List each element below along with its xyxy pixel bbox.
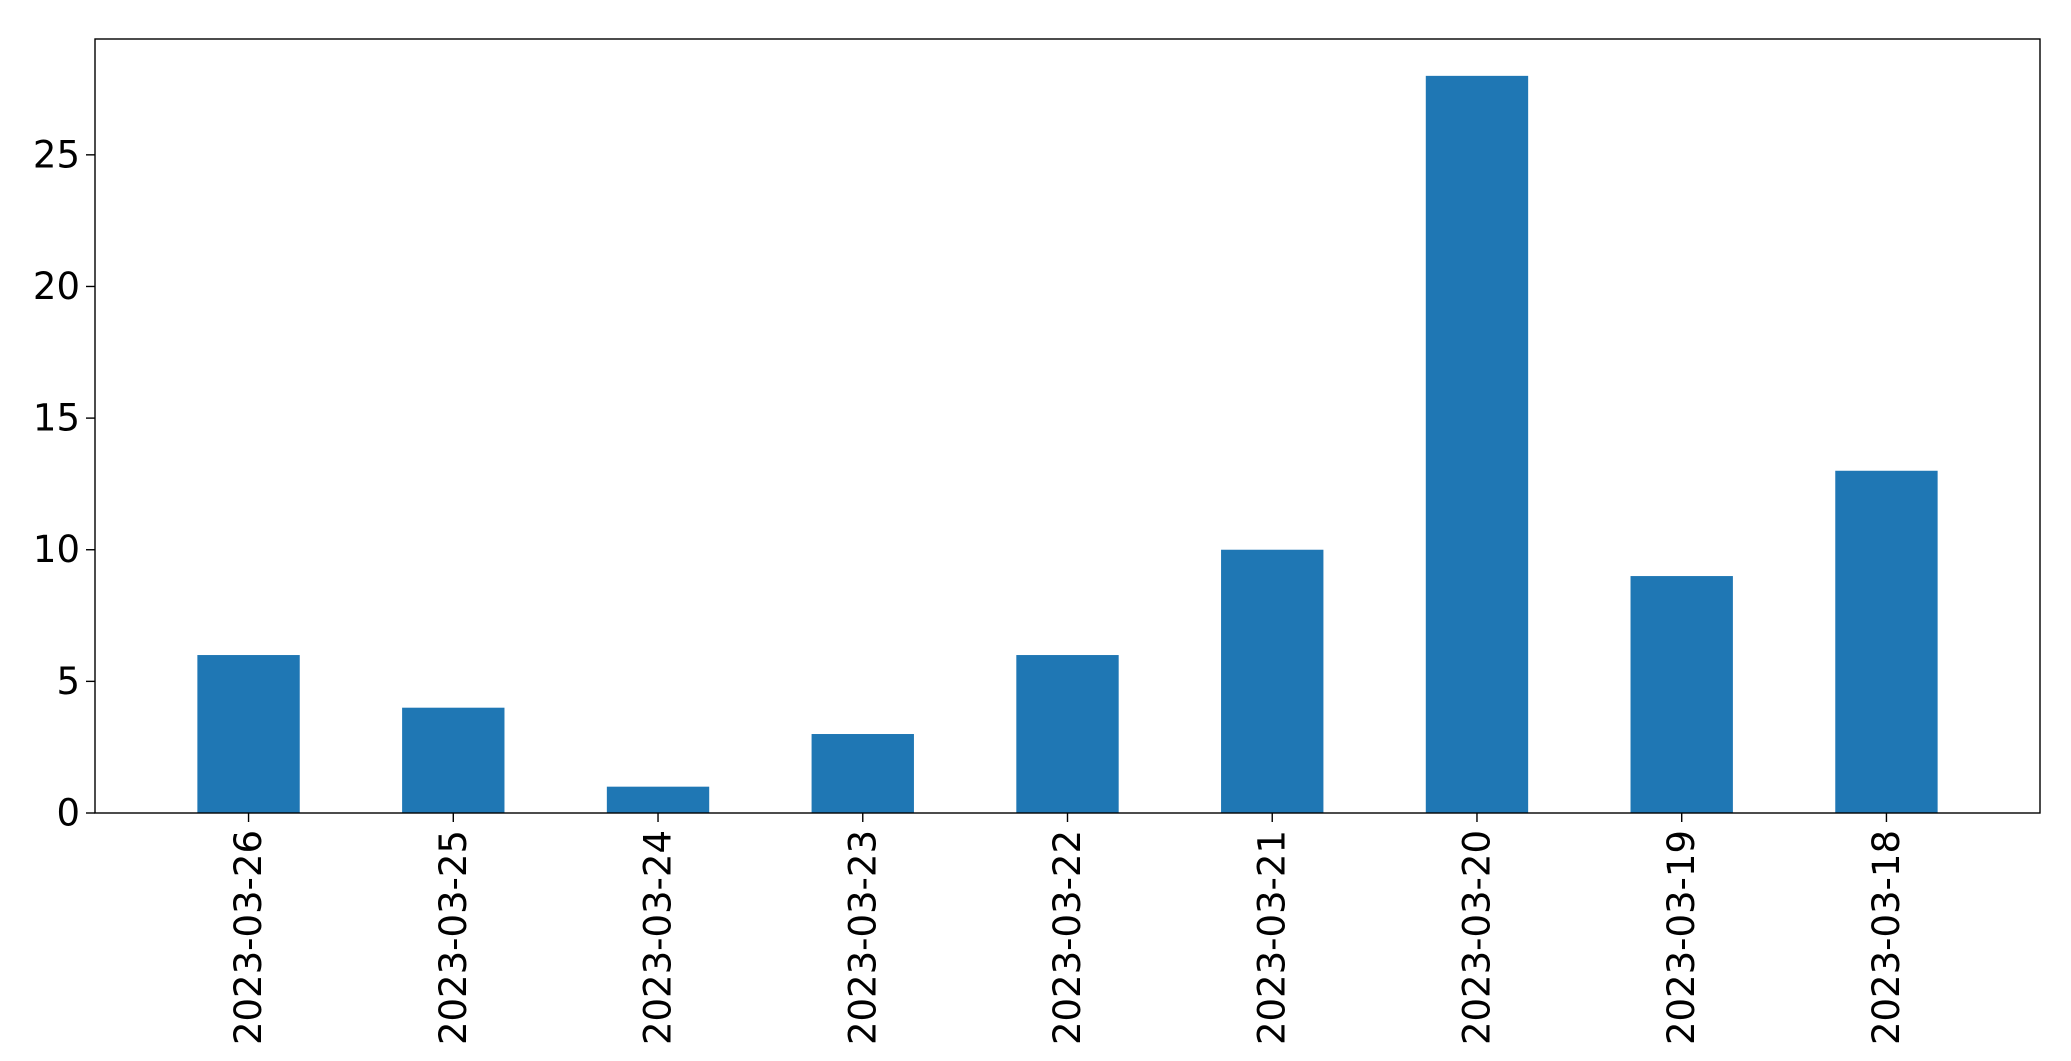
bar-2023-03-22 (1016, 655, 1119, 813)
x-tick-label-2023-03-21: 2023-03-21 (1251, 830, 1294, 1045)
bar-2023-03-26 (197, 655, 300, 813)
bar-2023-03-18 (1835, 470, 1938, 813)
bar-2023-03-24 (606, 786, 710, 813)
x-tick-label-2023-03-18: 2023-03-18 (1865, 830, 1908, 1045)
bar-2023-03-25 (402, 707, 505, 813)
y-axis: 0 5 10 15 20 25 (33, 133, 95, 835)
x-tick-label-2023-03-26: 2023-03-26 (227, 830, 270, 1045)
y-tick-label-20: 20 (33, 265, 80, 308)
x-tick-label-2023-03-25: 2023-03-25 (432, 830, 475, 1045)
bar-2023-03-23 (811, 734, 914, 813)
x-tick-label-2023-03-22: 2023-03-22 (1046, 830, 1089, 1045)
x-tick-label-2023-03-24: 2023-03-24 (637, 830, 680, 1045)
bars-group (197, 75, 1938, 814)
y-tick-label-5: 5 (56, 660, 80, 703)
x-tick-label-2023-03-20: 2023-03-20 (1455, 830, 1498, 1045)
x-axis: 2023-03-26 2023-03-25 2023-03-24 2023-03-23… (227, 813, 1908, 1045)
y-tick-label-15: 15 (33, 397, 80, 440)
y-tick-label-10: 10 (33, 528, 80, 571)
bar-2023-03-21 (1221, 549, 1324, 813)
bar-2023-03-20 (1425, 75, 1529, 814)
x-tick-label-2023-03-23: 2023-03-23 (841, 830, 884, 1045)
bar-2023-03-19 (1630, 576, 1733, 813)
plot-frame (94, 38, 2041, 814)
y-tick-label-25: 25 (33, 133, 80, 176)
y-tick-label-0: 0 (56, 792, 80, 835)
x-tick-label-2023-03-19: 2023-03-19 (1660, 830, 1703, 1045)
